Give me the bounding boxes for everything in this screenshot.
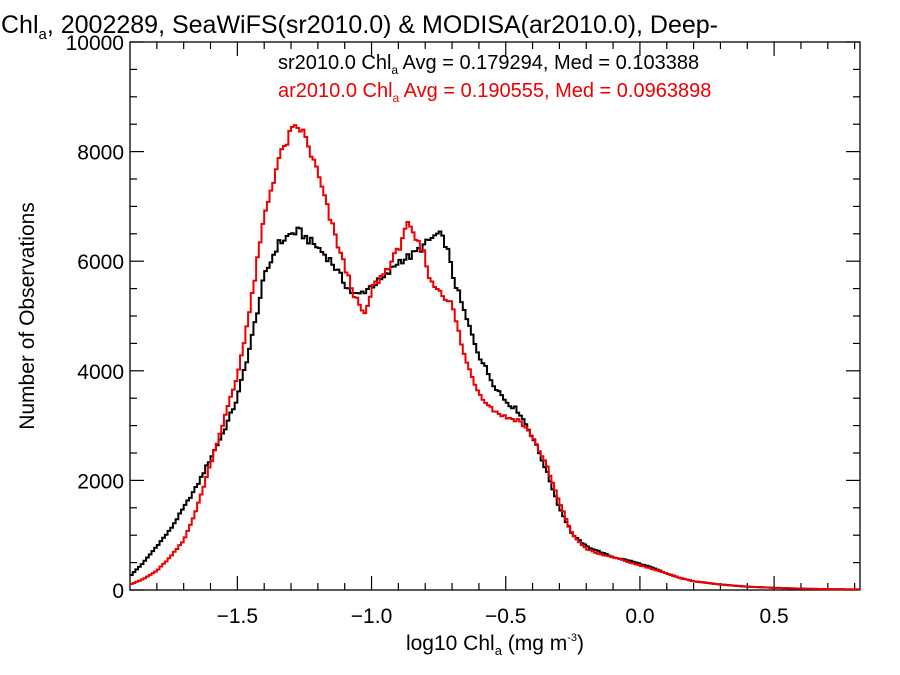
x-label-unit-suffix: ) bbox=[577, 632, 584, 655]
legend-annotation-sr2010: sr2010.0 Chla Avg = 0.179294, Med = 0.10… bbox=[278, 52, 699, 77]
x-label-unit-prefix: (mg m bbox=[502, 632, 567, 655]
y-tick-label: 6000 bbox=[77, 251, 124, 274]
plot-frame bbox=[129, 41, 861, 591]
x-tick-label: 0.0 bbox=[625, 605, 654, 628]
annotation-prefix: sr2010.0 Chl bbox=[278, 52, 391, 74]
x-tick-label: −0.5 bbox=[485, 605, 526, 628]
x-axis-ticks bbox=[156, 42, 856, 590]
annotation-suffix: Avg = 0.179294, Med = 0.103388 bbox=[398, 52, 699, 74]
annotation-subscript: a bbox=[393, 91, 400, 105]
y-tick-label: 4000 bbox=[77, 361, 124, 384]
series-layer bbox=[130, 124, 860, 591]
x-tick-label: −1.5 bbox=[217, 605, 258, 628]
x-axis-label: log10 Chla (mg m-3) bbox=[406, 632, 584, 658]
title-prefix: Chl bbox=[1, 11, 39, 39]
series-line-ar2010-0 bbox=[130, 124, 860, 591]
x-label-subscript: a bbox=[495, 643, 503, 658]
y-axis-ticks bbox=[130, 41, 860, 591]
x-tick-label: 0.5 bbox=[760, 605, 789, 628]
x-axis-tick-labels: −1.5 −1.0 −0.5 0.0 0.5 bbox=[217, 605, 789, 628]
annotation-prefix: ar2010.0 Chl bbox=[278, 80, 393, 102]
annotation-subscript: a bbox=[391, 63, 398, 77]
legend-annotation-ar2010: ar2010.0 Chla Avg = 0.190555, Med = 0.09… bbox=[278, 80, 711, 105]
title-subscript: a bbox=[39, 26, 48, 43]
plot-area bbox=[129, 41, 861, 591]
annotation-suffix: Avg = 0.190555, Med = 0.0963898 bbox=[399, 80, 711, 102]
title-suffix: , 2002289, SeaWiFS(sr2010.0) & MODISA(ar… bbox=[47, 11, 718, 39]
x-label-prefix: log10 Chl bbox=[406, 632, 495, 655]
chart-title: Chla, 2002289, SeaWiFS(sr2010.0) & MODIS… bbox=[1, 11, 718, 43]
y-axis-tick-labels: 0 2000 4000 6000 8000 10000 bbox=[66, 32, 124, 603]
y-tick-label: 10000 bbox=[66, 32, 124, 55]
series-line-sr2010-0 bbox=[130, 226, 860, 591]
x-tick-label: −1.0 bbox=[351, 605, 392, 628]
y-axis-label: Number of Observations bbox=[16, 202, 39, 430]
y-tick-label: 8000 bbox=[77, 142, 124, 165]
y-tick-label: 2000 bbox=[77, 470, 124, 493]
x-label-superscript: -3 bbox=[567, 632, 577, 644]
y-tick-label: 0 bbox=[112, 580, 124, 603]
